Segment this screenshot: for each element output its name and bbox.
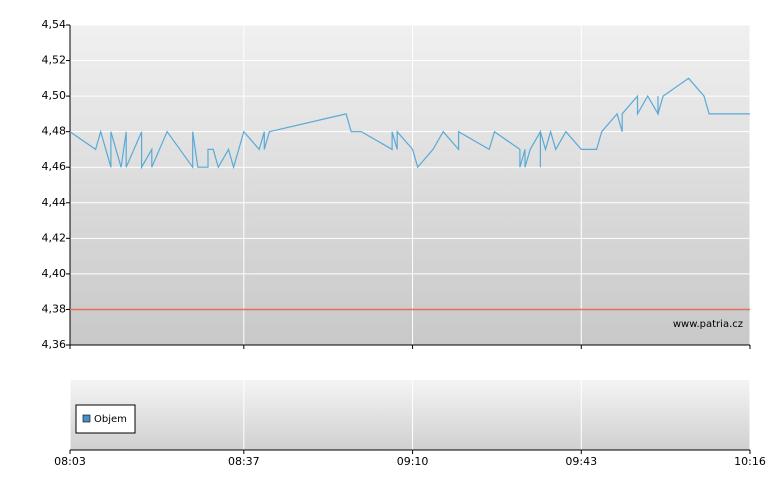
x-tick-label: 10:16: [734, 455, 766, 468]
y-tick-label: 4,36: [42, 338, 67, 351]
price-line: [69, 77, 750, 170]
y-tick-label: 4,42: [42, 231, 67, 244]
y-tick-label: 4,48: [42, 125, 67, 138]
y-tick-label: 4,40: [42, 267, 67, 280]
x-tick-label: 08:37: [228, 455, 260, 468]
y-tick-label: 4,46: [42, 160, 67, 173]
y-tick-label: 4,38: [42, 302, 67, 315]
x-tick-label: 09:10: [397, 455, 429, 468]
legend-label: Objem: [94, 414, 127, 425]
y-tick-label: 4,44: [42, 196, 67, 209]
watermark: www.patria.cz: [673, 319, 743, 330]
plot-area: [70, 25, 750, 345]
y-tick-label: 4,52: [42, 54, 67, 67]
y-tick-label: 4,50: [42, 89, 67, 102]
legend-swatch: [82, 414, 91, 423]
x-tick-label: 09:43: [565, 455, 597, 468]
x-tick-label: 08:03: [54, 455, 86, 468]
volume-area: [70, 380, 750, 450]
y-tick-label: 4,54: [42, 18, 67, 31]
